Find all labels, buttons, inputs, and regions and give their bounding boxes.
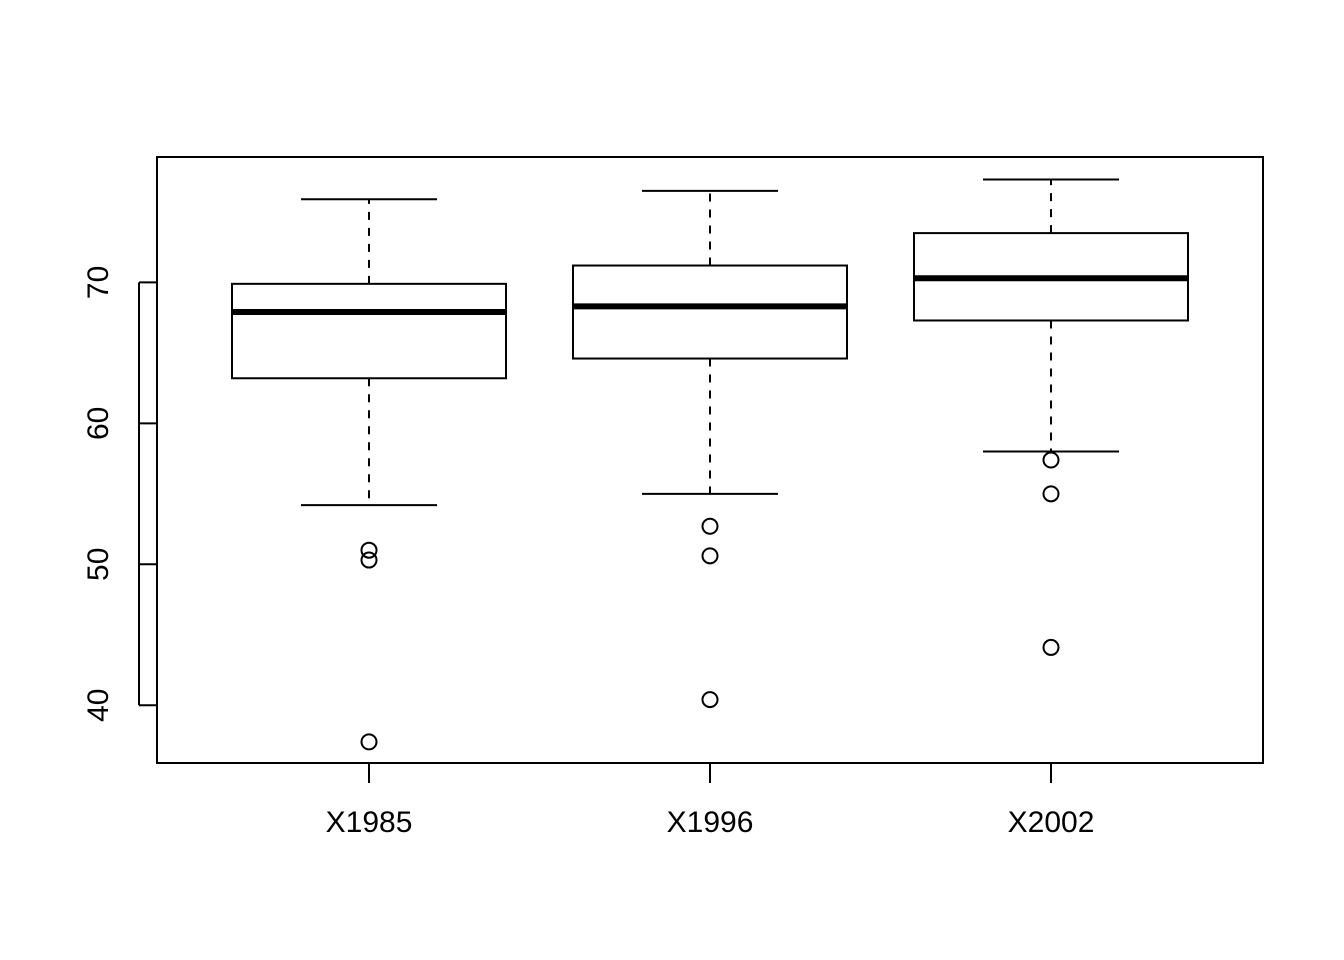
x-tick-label: X2002: [1008, 806, 1095, 839]
outlier: [701, 691, 719, 709]
outlier: [1042, 638, 1060, 656]
box: [231, 282, 507, 380]
y-tick-label: 70: [82, 266, 115, 299]
outlier: [1042, 485, 1060, 503]
outlier: [360, 541, 378, 559]
outlier: [1042, 451, 1060, 469]
outlier: [701, 547, 719, 565]
y-tick-label: 60: [82, 407, 115, 440]
y-tick-label: 40: [82, 689, 115, 722]
outlier: [360, 733, 378, 751]
x-tick-label: X1996: [667, 806, 754, 839]
x-tick-label: X1985: [326, 806, 413, 839]
box: [572, 264, 848, 360]
y-tick-label: 50: [82, 548, 115, 581]
outlier: [360, 551, 378, 569]
outlier: [701, 517, 719, 535]
